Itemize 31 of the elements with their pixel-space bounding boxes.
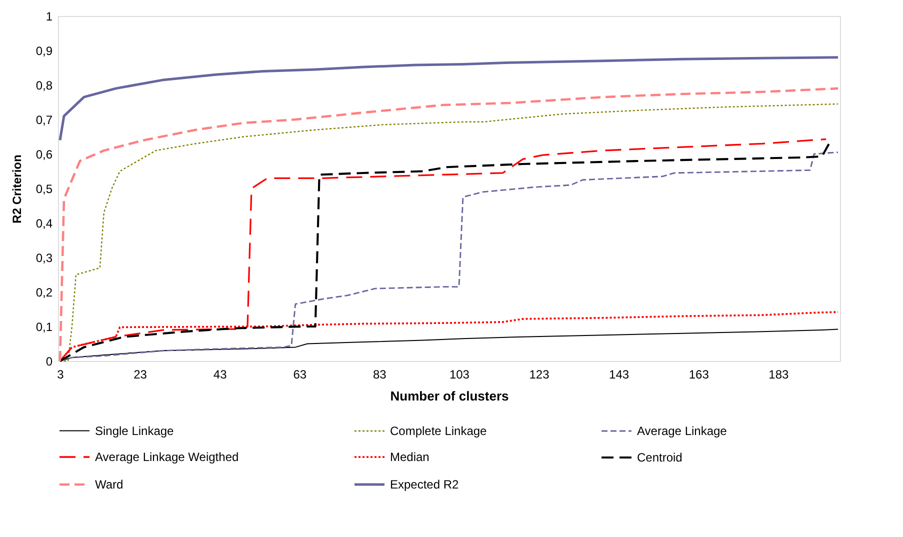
legend-label: Median bbox=[390, 450, 430, 464]
y-tick-label: 0,8 bbox=[36, 78, 53, 92]
y-tick-label: 0,7 bbox=[36, 113, 53, 127]
y-tick-label: 0,1 bbox=[36, 320, 53, 334]
x-tick-label: 23 bbox=[134, 368, 148, 382]
x-axis-title: Number of clusters bbox=[390, 388, 509, 404]
legend-label: Complete Linkage bbox=[390, 424, 488, 438]
y-tick-label: 0,9 bbox=[36, 44, 53, 58]
y-tick-label: 0,3 bbox=[36, 251, 53, 265]
y-tick-label: 0,6 bbox=[36, 148, 53, 162]
x-tick-label: 103 bbox=[449, 368, 470, 382]
x-tick-label: 123 bbox=[529, 368, 550, 382]
legend-label: Centroid bbox=[637, 450, 682, 464]
legend-label: Ward bbox=[95, 478, 124, 492]
y-tick-label: 0,5 bbox=[36, 182, 53, 196]
x-tick-label: 183 bbox=[768, 368, 789, 382]
legend-label: Single Linkage bbox=[95, 424, 174, 438]
x-tick-label: 43 bbox=[213, 368, 228, 382]
y-tick-label: 0,2 bbox=[36, 286, 53, 300]
legend-label: Average Linkage bbox=[637, 424, 728, 438]
y-axis-title: R2 Criterion bbox=[10, 154, 24, 224]
x-tick-label: 83 bbox=[373, 368, 387, 382]
x-tick-label: 143 bbox=[609, 368, 630, 382]
y-tick-label: 1 bbox=[46, 10, 53, 24]
y-tick-label: 0 bbox=[46, 354, 53, 368]
legend-label: Average Linkage Weigthed bbox=[95, 450, 239, 464]
x-tick-label: 63 bbox=[293, 368, 307, 382]
x-tick-label: 3 bbox=[57, 368, 64, 382]
x-tick-label: 163 bbox=[688, 368, 710, 382]
y-tick-label: 0,4 bbox=[36, 216, 53, 230]
legend-label: Expected R2 bbox=[390, 478, 460, 492]
